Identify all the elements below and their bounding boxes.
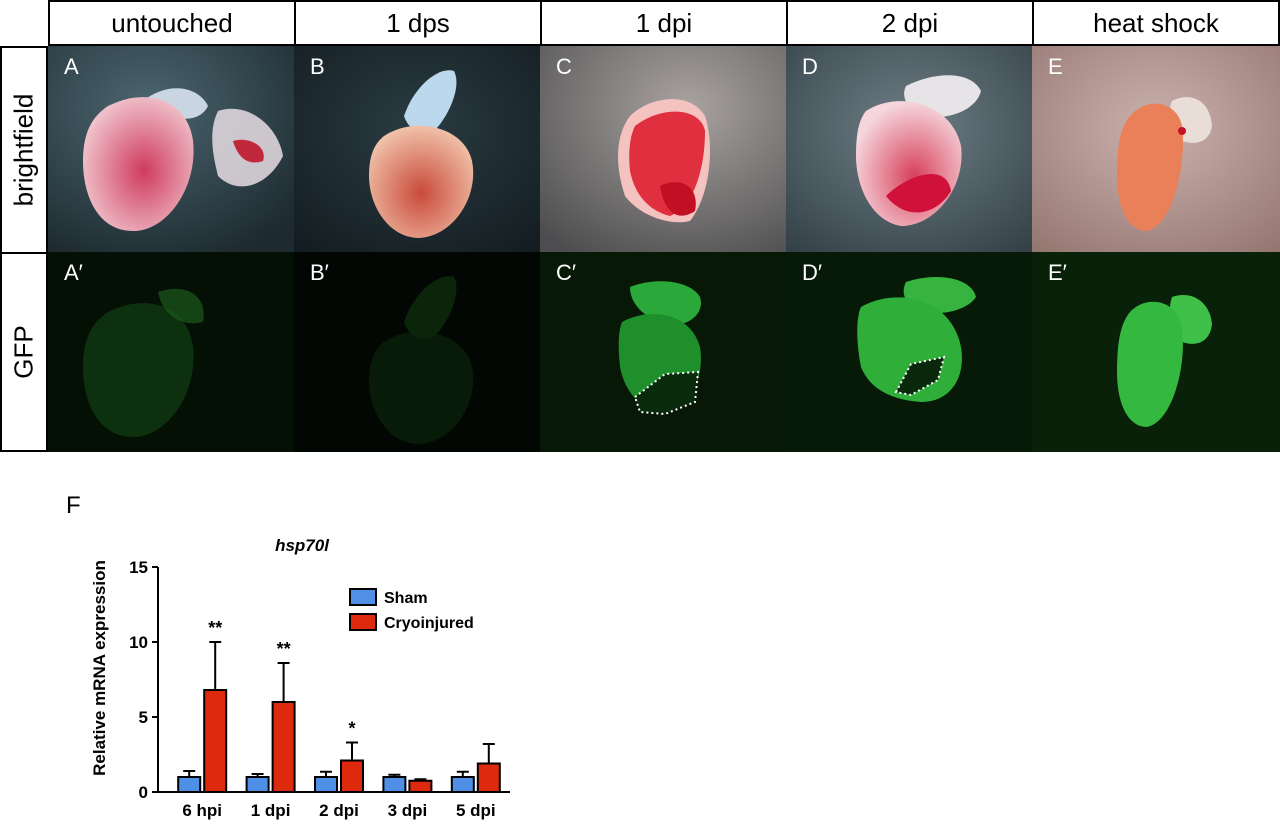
row-header-brightfield: brightfield	[0, 46, 48, 252]
legend-label-sham: Sham	[384, 590, 428, 607]
panel-label-d: D	[802, 54, 818, 79]
panel-label-a-prime: A′	[64, 260, 83, 285]
y-tick-label: 10	[129, 633, 148, 652]
x-tick-label: 3 dpi	[388, 801, 428, 820]
panel-label-c: C	[556, 54, 572, 79]
panel-c-gfp: C′	[540, 252, 786, 452]
heart-image-b	[294, 46, 540, 252]
column-header-untouched: untouched	[48, 0, 294, 46]
panel-a-brightfield: A	[48, 46, 294, 252]
column-header-1dps: 1 dps	[294, 0, 540, 46]
bar-cryoinjured-2	[340, 759, 364, 793]
gfp-image-e	[1032, 252, 1280, 452]
significance-marker: **	[208, 618, 222, 638]
bar-cryoinjured-0	[203, 689, 228, 793]
heart-image-c	[540, 46, 786, 252]
bar-sham-3	[382, 776, 407, 793]
y-tick-label: 0	[139, 783, 148, 802]
heart-image-d	[786, 46, 1032, 252]
significance-marker: **	[277, 639, 291, 659]
panel-e-gfp: E′	[1032, 252, 1280, 452]
panel-label-b-prime: B′	[310, 260, 329, 285]
panel-a-gfp: A′	[48, 252, 294, 452]
chart-title: hsp70l	[275, 536, 330, 555]
bar-sham-4	[450, 776, 475, 793]
column-header-2dpi: 2 dpi	[786, 0, 1032, 46]
bar-sham-2	[314, 776, 338, 793]
bar-chart: hsp70l Relative mRNA expression 0 5 10 15 *…	[90, 536, 510, 820]
row-header-brightfield-text: brightfield	[8, 93, 39, 207]
gfp-image-b	[294, 252, 540, 452]
panel-b-brightfield: B	[294, 46, 540, 252]
x-tick-label: 5 dpi	[456, 801, 496, 820]
legend-label-cryoinjured: Cryoinjured	[384, 615, 474, 632]
bar-sham-0	[177, 776, 202, 793]
panel-label-d-prime: D′	[802, 260, 823, 285]
gfp-image-d	[786, 252, 1032, 452]
figure-label-f: F	[66, 492, 81, 519]
row-header-gfp-text: GFP	[8, 325, 39, 379]
bar-cryoinjured-1	[271, 701, 296, 793]
x-tick-label: 6 hpi	[182, 801, 222, 820]
legend-swatch-sham	[349, 588, 377, 606]
panel-label-a: A	[64, 54, 79, 79]
panel-e-brightfield: E	[1032, 46, 1280, 252]
bar-sham-1	[245, 776, 270, 793]
heart-image-a	[48, 46, 294, 252]
panel-b-gfp: B′	[294, 252, 540, 452]
column-header-heat-shock: heat shock	[1032, 0, 1280, 46]
column-header-1dpi: 1 dpi	[540, 0, 786, 46]
heart-image-e	[1032, 46, 1280, 252]
bar-cryoinjured-4	[476, 762, 501, 793]
panel-c-brightfield: C	[540, 46, 786, 252]
panel-label-e-prime: E′	[1048, 260, 1067, 285]
x-tick-label: 1 dpi	[251, 801, 291, 820]
gfp-image-c	[540, 252, 786, 452]
y-axis-label: Relative mRNA expression	[90, 560, 109, 776]
legend-swatch-cryoinjured	[349, 613, 377, 631]
x-tick-label: 2 dpi	[319, 801, 359, 820]
panel-label-c-prime: C′	[556, 260, 577, 285]
panel-d-gfp: D′	[786, 252, 1032, 452]
panel-d-brightfield: D	[786, 46, 1032, 252]
bar-cryoinjured-3	[408, 779, 433, 793]
panel-label-b: B	[310, 54, 325, 79]
panel-label-e: E	[1048, 54, 1063, 79]
y-tick-label: 5	[139, 708, 148, 727]
y-tick-label: 15	[129, 558, 148, 577]
gfp-image-a	[48, 252, 294, 452]
row-header-gfp: GFP	[0, 252, 48, 452]
significance-marker: *	[348, 719, 355, 739]
